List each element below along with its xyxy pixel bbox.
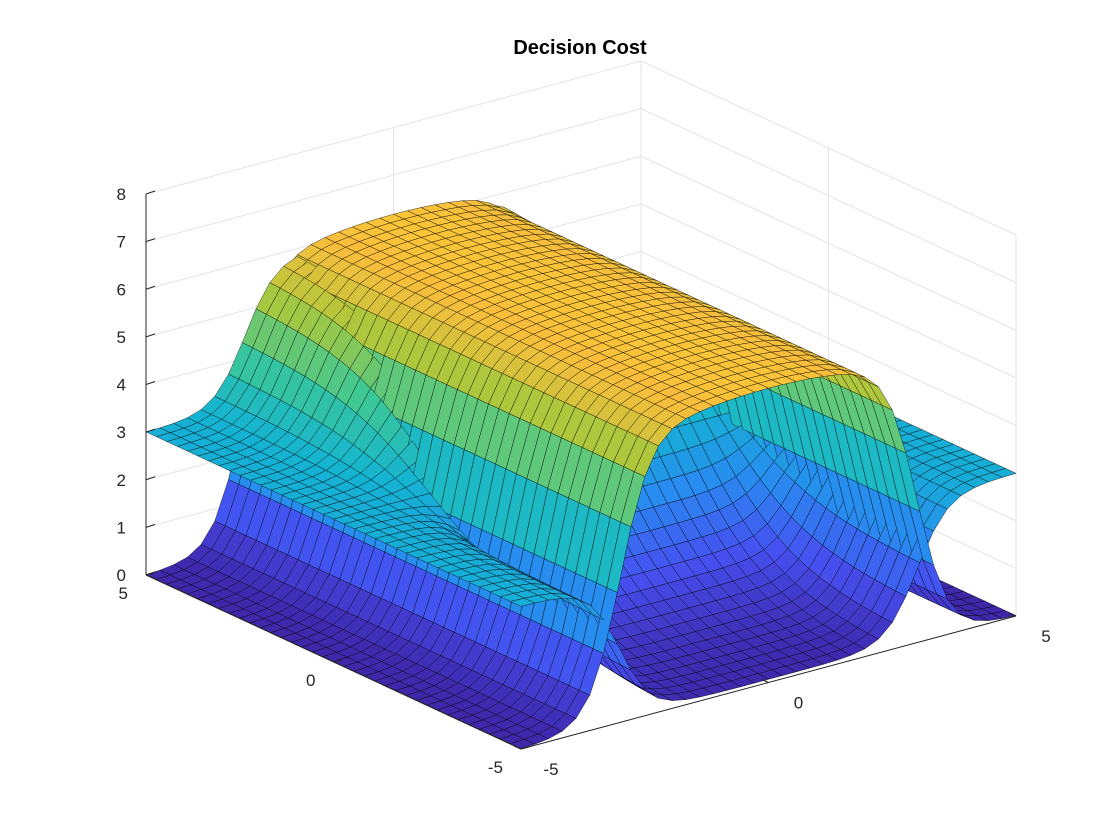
surface-layer	[145, 200, 1017, 749]
y-tick-label: 0	[306, 671, 315, 690]
y-tick-mark	[520, 746, 530, 750]
z-tick-mark	[145, 285, 156, 290]
z-tick-label: 6	[117, 280, 126, 299]
x-tick-mark	[761, 679, 769, 683]
z-tick-label: 7	[117, 233, 126, 252]
z-tick-label: 2	[117, 471, 126, 490]
axes-layer	[145, 190, 1017, 750]
y-tick-mark	[333, 659, 342, 663]
x-tick-mark	[1008, 612, 1017, 617]
y-tick-label: 5	[119, 584, 128, 603]
x-tick-label: 0	[794, 694, 803, 713]
z-tick-mark	[145, 190, 156, 195]
z-tick-mark	[145, 523, 156, 528]
z-tick-label: 4	[117, 376, 126, 395]
surface-b-facet	[509, 597, 536, 607]
z-tick-label: 0	[117, 566, 126, 585]
z-tick-label: 5	[117, 328, 126, 347]
z-tick-label: 1	[117, 518, 126, 537]
z-tick-mark	[145, 238, 156, 243]
x-tick-label: -5	[543, 760, 558, 779]
y-tick-mark	[145, 572, 155, 576]
z-tick-mark	[145, 476, 156, 481]
chart-title: Decision Cost	[513, 37, 647, 59]
z-tick-label: 3	[117, 423, 126, 442]
z-tick-label: 8	[117, 185, 126, 204]
y-tick-label: -5	[488, 758, 503, 777]
z-tick-mark	[145, 428, 156, 433]
x-tick-label: 5	[1041, 627, 1050, 646]
z-tick-mark	[145, 381, 156, 385]
z-tick-mark	[145, 333, 156, 338]
x-tick-mark	[513, 745, 522, 750]
